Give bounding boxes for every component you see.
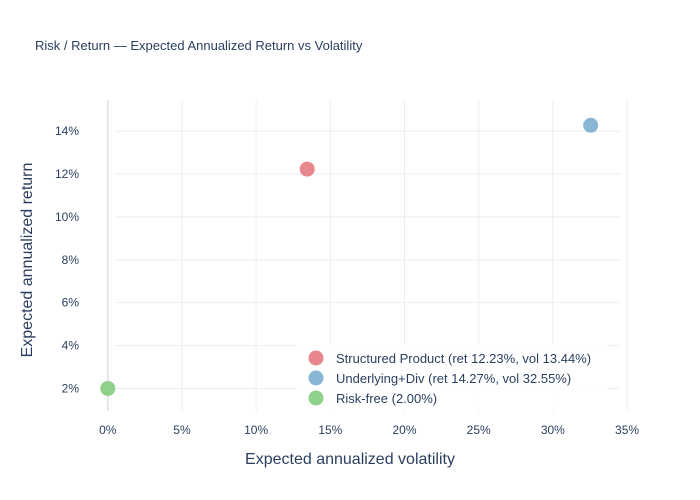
x-axis-title: Expected annualized volatility bbox=[245, 451, 455, 468]
y-tick-label: 2% bbox=[62, 381, 80, 395]
y-tick-label: 10% bbox=[55, 210, 79, 224]
y-axis-title: Expected annualized return bbox=[19, 163, 36, 358]
legend-label: Structured Product (ret 12.23%, vol 13.4… bbox=[336, 351, 591, 366]
y-axis-ticks: 2% 4% 6% 8% 10% 12% 14% bbox=[55, 124, 79, 395]
legend-marker bbox=[308, 390, 324, 406]
x-tick-label: 0% bbox=[99, 423, 117, 437]
legend-marker bbox=[308, 370, 324, 386]
x-tick-label: 5% bbox=[173, 423, 191, 437]
legend-label: Underlying+Div (ret 14.27%, vol 32.55%) bbox=[336, 371, 571, 386]
y-tick-label: 12% bbox=[55, 167, 79, 181]
y-tick-label: 14% bbox=[55, 124, 79, 138]
y-tick-label: 4% bbox=[62, 339, 80, 353]
y-tick-label: 6% bbox=[62, 296, 80, 310]
x-tick-label: 15% bbox=[318, 423, 342, 437]
data-point-series-1 bbox=[299, 161, 315, 177]
x-tick-label: 35% bbox=[615, 423, 639, 437]
legend: Structured Product (ret 12.23%, vol 13.4… bbox=[296, 345, 608, 409]
x-axis-ticks: 0% 5% 10% 15% 20% 25% 30% 35% bbox=[99, 423, 639, 437]
chart-title: Risk / Return — Expected Annualized Retu… bbox=[35, 38, 363, 53]
legend-background bbox=[296, 345, 608, 409]
x-tick-label: 25% bbox=[467, 423, 491, 437]
y-tick-label: 8% bbox=[62, 253, 80, 267]
data-point-series-2 bbox=[583, 117, 599, 133]
legend-marker bbox=[308, 350, 324, 366]
data-point-series-3 bbox=[100, 380, 116, 396]
x-tick-label: 20% bbox=[392, 423, 416, 437]
data-points bbox=[100, 117, 599, 396]
x-tick-label: 30% bbox=[541, 423, 565, 437]
x-tick-label: 10% bbox=[244, 423, 268, 437]
legend-label: Risk-free (2.00%) bbox=[336, 391, 437, 406]
